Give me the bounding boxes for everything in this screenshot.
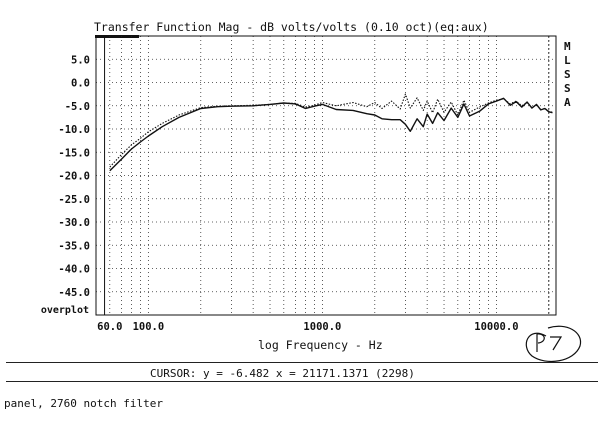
y-tick-label: -15.0 xyxy=(58,147,90,159)
y-tick-label: -10.0 xyxy=(58,124,90,136)
side-label-4: S xyxy=(564,82,571,95)
footnote: panel, 2760 notch filter xyxy=(4,397,163,410)
cursor-readout: CURSOR: y = -6.482 x = 21171.1371 (2298) xyxy=(150,367,415,380)
overplot-label: overplot xyxy=(41,305,89,316)
axis-layer xyxy=(95,35,557,316)
series-line-dotted xyxy=(109,93,553,168)
handwritten-annotation xyxy=(525,325,582,363)
side-label-1: M xyxy=(564,40,571,53)
y-tick-label: -35.0 xyxy=(58,240,90,252)
chart-title: Transfer Function Mag - dB volts/volts (… xyxy=(94,20,489,34)
y-tick-label: -20.0 xyxy=(58,171,90,183)
divider-bottom xyxy=(6,381,598,382)
x-axis-label: log Frequency - Hz xyxy=(258,338,383,352)
x-tick-label: 60.0 xyxy=(97,321,122,333)
y-tick-label: -45.0 xyxy=(58,287,90,299)
side-label-5: A xyxy=(564,96,571,109)
tick-label-layer: 5.0 0.0 -5.0 -10.0 -15.0 -20.0 -25.0 -30.0 -35.0… xyxy=(41,54,519,333)
plot-frame xyxy=(95,35,557,316)
x-tick-label: 10000.0 xyxy=(474,321,518,333)
grid-layer xyxy=(95,36,556,315)
series-layer xyxy=(109,93,553,172)
side-label-2: L xyxy=(564,54,571,67)
divider-top xyxy=(6,362,598,363)
x-tick-label: 1000.0 xyxy=(303,321,341,333)
y-tick-label: -40.0 xyxy=(58,264,90,276)
y-tick-label: 0.0 xyxy=(71,78,90,90)
series-line-solid xyxy=(109,97,553,172)
side-label-3: S xyxy=(564,68,571,81)
y-tick-label: 5.0 xyxy=(71,54,90,66)
y-tick-label: -5.0 xyxy=(65,101,90,113)
y-tick-label: -25.0 xyxy=(58,194,90,206)
x-tick-label: 100.0 xyxy=(133,321,165,333)
y-tick-label: -30.0 xyxy=(58,217,90,229)
